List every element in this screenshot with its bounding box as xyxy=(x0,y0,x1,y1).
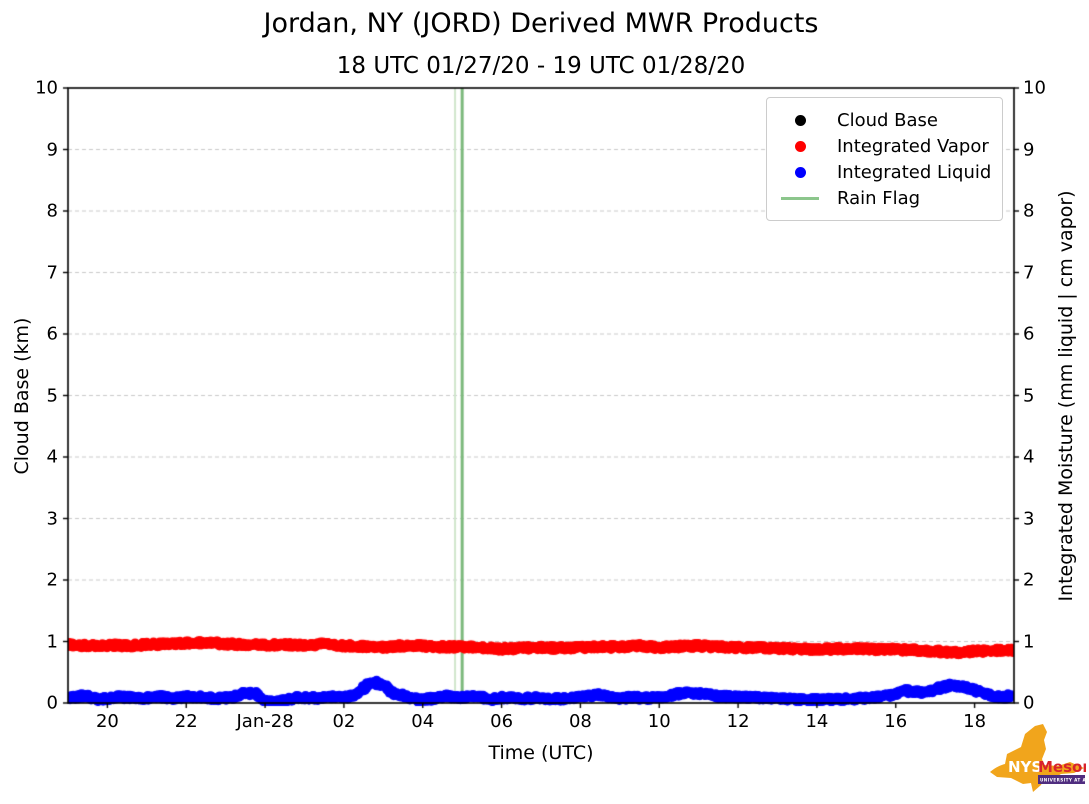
x-tick-label: 16 xyxy=(884,711,908,732)
y-tick-label-left: 7 xyxy=(46,262,58,283)
y-tick-label-left: 10 xyxy=(35,77,58,99)
legend-label: Rain Flag xyxy=(837,187,921,209)
y-tick-label-right: 5 xyxy=(1023,385,1035,406)
y-tick-label-right: 4 xyxy=(1023,446,1035,468)
y-tick-label-left: 2 xyxy=(46,569,58,591)
x-tick-label: 20 xyxy=(95,711,119,732)
x-tick-label: 18 xyxy=(963,711,987,732)
legend-label: Integrated Vapor xyxy=(837,135,989,157)
legend-item: Rain Flag xyxy=(777,185,1002,211)
legend-item: Cloud Base xyxy=(777,107,1002,133)
logo-tagline-bar xyxy=(1038,775,1085,784)
logo-nys-text: NYS xyxy=(1008,758,1042,776)
x-tick-label: 08 xyxy=(568,711,592,732)
x-tick-label: 04 xyxy=(411,711,435,732)
x-tick-label: Jan-28 xyxy=(236,711,294,732)
y-tick-label-right: 9 xyxy=(1023,139,1035,160)
y-tick-label-right: 0 xyxy=(1023,692,1035,714)
y-tick-label-left: 8 xyxy=(46,200,58,222)
chart-legend: Cloud Base Integrated Vapor Integrated Liq… xyxy=(766,97,1003,221)
x-tick-label: 12 xyxy=(726,711,750,732)
x-tick-label: 10 xyxy=(647,711,671,732)
legend-line-icon xyxy=(777,196,823,200)
legend-item: Integrated Vapor xyxy=(777,133,1002,159)
x-tick-label: 14 xyxy=(805,711,829,732)
y-tick-label-right: 1 xyxy=(1023,631,1035,652)
legend-dot-icon xyxy=(777,166,823,178)
y-tick-label-left: 0 xyxy=(46,692,58,714)
x-tick-label: 02 xyxy=(332,711,356,732)
legend-label: Integrated Liquid xyxy=(837,161,992,183)
y-tick-label-right: 6 xyxy=(1023,323,1035,345)
legend-item: Integrated Liquid xyxy=(777,159,1002,185)
y-tick-label-right: 10 xyxy=(1023,77,1046,99)
x-tick-label: 22 xyxy=(174,711,198,732)
y-tick-label-left: 9 xyxy=(46,139,58,160)
y-tick-label-left: 3 xyxy=(46,508,58,529)
y-tick-label-left: 1 xyxy=(46,631,58,652)
ny-state-icon xyxy=(990,724,1084,792)
y-tick-label-right: 2 xyxy=(1023,569,1035,591)
y-axis-label-right: Integrated Moisture (mm liquid | cm vapo… xyxy=(1055,190,1077,602)
x-tick-label: 06 xyxy=(490,711,514,732)
logo-tagline-text: UNIVERSITY AT ALBANY xyxy=(1040,778,1086,783)
nys-mesonet-logo: NYS Mesonet UNIVERSITY AT ALBANY xyxy=(990,724,1086,792)
legend-dot-icon xyxy=(777,114,823,126)
y-axis-label-left: Cloud Base (km) xyxy=(11,317,33,475)
x-axis-label: Time (UTC) xyxy=(488,742,594,764)
y-tick-label-left: 6 xyxy=(46,323,58,345)
y-tick-label-left: 4 xyxy=(46,446,58,468)
y-tick-label-right: 8 xyxy=(1023,200,1035,222)
y-tick-label-left: 5 xyxy=(46,385,58,406)
y-tick-label-right: 7 xyxy=(1023,262,1035,283)
logo-mesonet-text: Mesonet xyxy=(1038,758,1086,776)
legend-label: Cloud Base xyxy=(837,109,938,131)
y-tick-label-right: 3 xyxy=(1023,508,1035,529)
legend-dot-icon xyxy=(777,140,823,152)
